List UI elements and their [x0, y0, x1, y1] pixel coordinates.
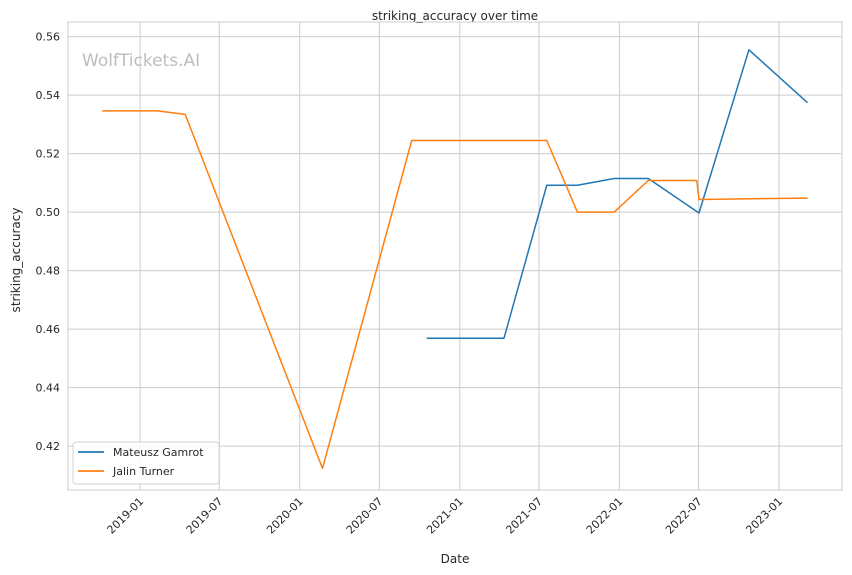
- x-tick-label: 2023-01: [743, 495, 785, 537]
- x-tick-label: 2022-01: [584, 495, 626, 537]
- watermark: WolfTickets.AI: [82, 51, 200, 71]
- y-axis-label: striking_accuracy: [9, 208, 23, 313]
- x-tick-label: 2020-07: [344, 495, 386, 537]
- y-tick-label: 0.56: [36, 31, 61, 44]
- y-tick-label: 0.54: [36, 89, 61, 102]
- y-tick-label: 0.48: [36, 265, 61, 278]
- legend-label-jalin-turner: Jalin Turner: [112, 465, 175, 478]
- x-tick-labels: 2019-01 2019-07 2020-01 2020-07 2021-01 2021-…: [105, 495, 786, 537]
- plot-frame: [67, 21, 843, 491]
- x-tick-label: 2021-01: [424, 495, 466, 537]
- series-line-jalin-turner: [102, 110, 808, 470]
- y-tick-labels: 0.42 0.44 0.46 0.48 0.50 0.52 0.54 0.56: [36, 31, 61, 454]
- x-axis-label: Date: [441, 552, 470, 566]
- x-tick-label: 2021-07: [503, 495, 545, 537]
- grid: [68, 22, 842, 490]
- legend-box: [72, 441, 220, 485]
- y-tick-label: 0.52: [36, 148, 61, 161]
- y-tick-label: 0.50: [36, 206, 61, 219]
- series-line-mateusz-gamrot: [426, 49, 809, 339]
- y-tick-label: 0.46: [36, 323, 61, 336]
- legend: Mateusz Gamrot Jalin Turner: [72, 441, 220, 485]
- x-tick-label: 2020-01: [264, 495, 306, 537]
- x-tick-label: 2019-01: [105, 495, 147, 537]
- legend-label-mateusz-gamrot: Mateusz Gamrot: [113, 446, 204, 459]
- y-tick-label: 0.44: [36, 382, 61, 395]
- y-tick-label: 0.42: [36, 440, 61, 453]
- series-lines: [102, 49, 809, 470]
- x-tick-label: 2022-07: [663, 495, 705, 537]
- x-tick-label: 2019-07: [184, 495, 226, 537]
- chart-title: striking_accuracy over time: [372, 9, 538, 23]
